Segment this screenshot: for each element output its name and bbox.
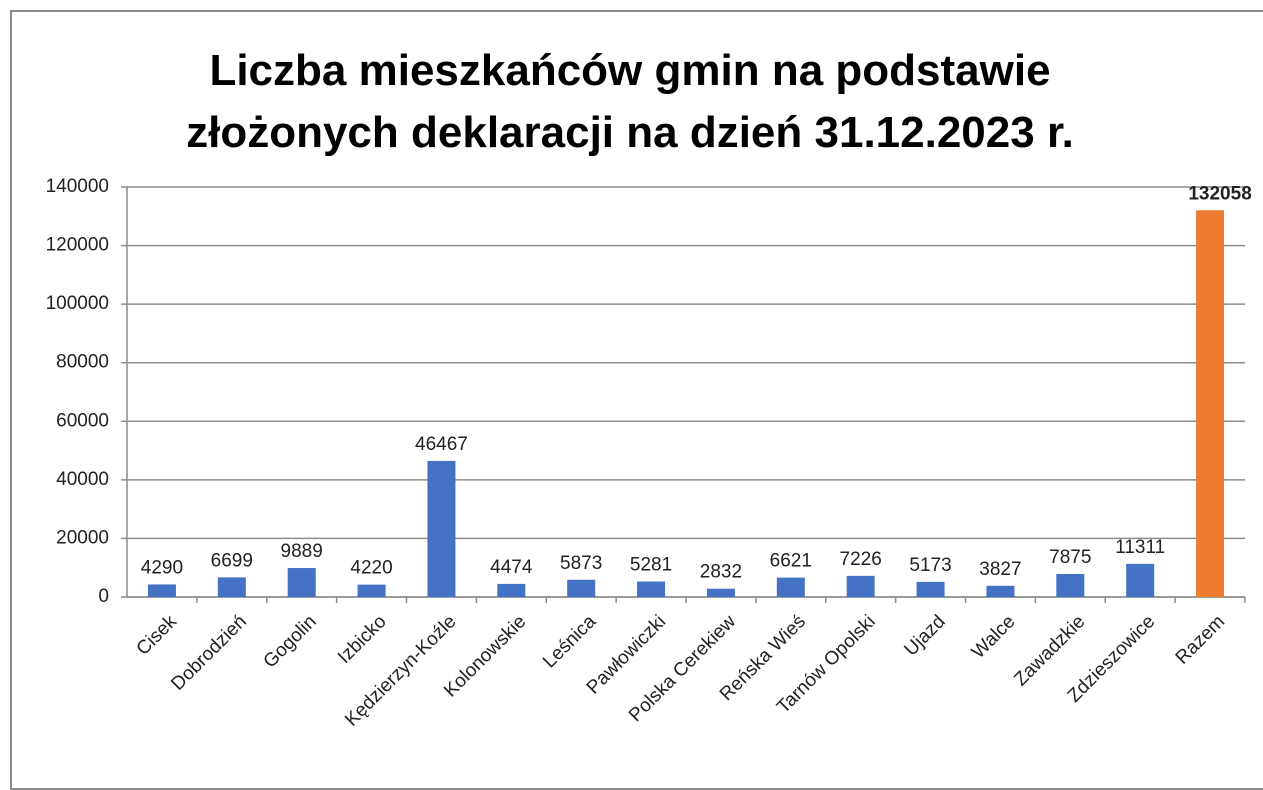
chart-title: Liczba mieszkańców gmin na podstawie zło… bbox=[186, 46, 1074, 157]
x-tick-label: Razem bbox=[1172, 611, 1229, 668]
x-tick-label: Izbicko bbox=[334, 611, 391, 668]
data-label: 5281 bbox=[630, 555, 672, 576]
y-tick-label: 0 bbox=[98, 586, 109, 607]
data-label: 132058 bbox=[1188, 183, 1251, 204]
data-label: 9889 bbox=[281, 541, 323, 562]
y-tick-label: 40000 bbox=[56, 469, 109, 490]
x-tick-label: Ujazd bbox=[900, 611, 949, 660]
x-tick-label: Cisek bbox=[133, 611, 182, 660]
bar bbox=[1126, 563, 1155, 597]
bar bbox=[706, 588, 735, 597]
bar bbox=[217, 577, 246, 597]
bar bbox=[567, 579, 596, 597]
bar bbox=[357, 584, 386, 597]
y-tick-label: 140000 bbox=[46, 176, 109, 197]
data-label: 4220 bbox=[350, 558, 392, 579]
data-label: 7875 bbox=[1049, 547, 1091, 568]
x-tick-label: Gogolin bbox=[260, 611, 321, 672]
y-tick-label: 80000 bbox=[56, 352, 109, 373]
x-tick-label: Leśnica bbox=[539, 611, 600, 672]
bar bbox=[916, 581, 945, 597]
data-label: 2832 bbox=[700, 562, 742, 583]
bar bbox=[497, 583, 526, 597]
data-label: 5873 bbox=[560, 553, 602, 574]
data-label: 3827 bbox=[979, 559, 1021, 580]
bar bbox=[776, 577, 805, 597]
y-tick-label: 120000 bbox=[46, 235, 109, 256]
data-label: 4474 bbox=[490, 557, 533, 578]
bar bbox=[637, 581, 666, 597]
data-label: 6699 bbox=[211, 550, 253, 571]
data-label: 6621 bbox=[770, 551, 812, 572]
y-tick-label: 100000 bbox=[46, 293, 109, 314]
data-label: 7226 bbox=[840, 549, 882, 570]
data-label: 5173 bbox=[909, 555, 951, 576]
data-label: 46467 bbox=[415, 434, 468, 455]
data-label: 4290 bbox=[141, 557, 183, 578]
x-tick-label: Dobrodzień bbox=[167, 611, 251, 695]
data-label: 11311 bbox=[1115, 537, 1165, 558]
bar bbox=[1056, 573, 1085, 597]
bar bbox=[287, 568, 316, 597]
bar bbox=[147, 584, 176, 597]
y-tick-label: 20000 bbox=[56, 527, 109, 548]
y-tick-label: 60000 bbox=[56, 410, 109, 431]
bar bbox=[427, 460, 456, 597]
bar bbox=[1196, 210, 1225, 597]
x-tick-label: Walce bbox=[968, 611, 1020, 663]
bar bbox=[846, 575, 875, 597]
bar bbox=[986, 585, 1015, 597]
